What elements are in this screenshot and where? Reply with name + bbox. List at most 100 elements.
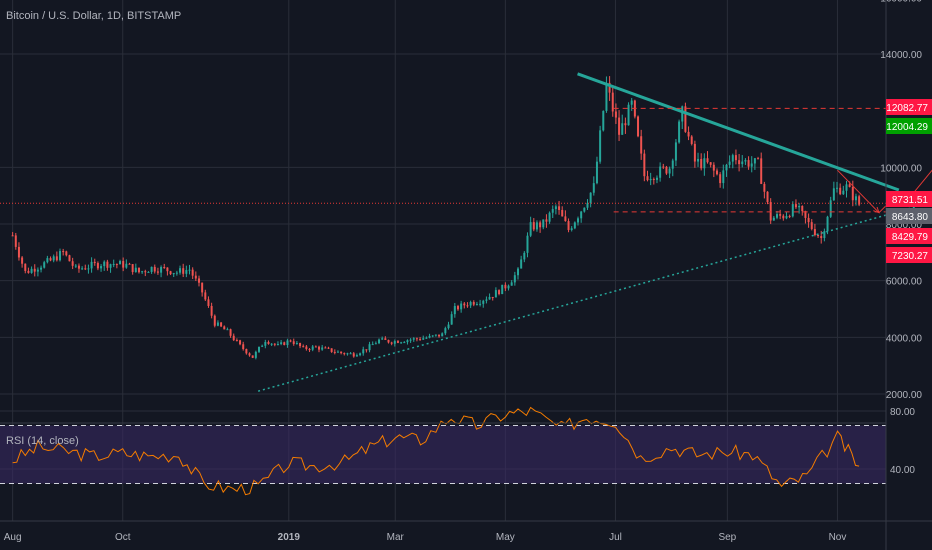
candle-body	[264, 342, 267, 346]
candle-body	[11, 235, 14, 237]
candle-body	[567, 221, 570, 230]
projection-arrow[interactable]	[903, 116, 932, 205]
candle-body	[747, 160, 750, 167]
price-label-text: 12082.77	[886, 103, 928, 114]
candle-body	[595, 161, 598, 184]
candle-body	[668, 168, 671, 174]
candle-body	[109, 264, 112, 268]
candle-body	[646, 176, 649, 181]
candle-body	[690, 136, 693, 144]
candle-body	[700, 158, 703, 169]
candle-body	[295, 343, 298, 345]
candle-body	[314, 346, 317, 348]
rsi-panel	[0, 406, 886, 496]
candle-body	[845, 184, 848, 191]
candle-body	[191, 269, 194, 276]
candle-body	[456, 306, 459, 310]
candle-body	[90, 261, 93, 269]
candle-body	[122, 261, 125, 268]
candle-body	[302, 346, 305, 348]
candle-body	[757, 158, 760, 160]
candle-body	[826, 216, 829, 232]
candle-body	[804, 211, 807, 218]
time-tick-label: 2019	[278, 532, 301, 543]
candle-body	[501, 284, 504, 295]
candle-body	[106, 261, 109, 268]
candle-body	[406, 340, 409, 343]
candle-body	[59, 251, 62, 261]
candle-body	[763, 183, 766, 192]
price-label-stop	[886, 247, 932, 263]
candle-body	[87, 268, 90, 270]
candle-body	[532, 222, 535, 230]
candle-body	[119, 261, 122, 265]
candle-body	[55, 256, 58, 261]
candle-body	[649, 178, 652, 181]
candle-body	[30, 268, 33, 273]
price-label-text: 8429.79	[892, 232, 929, 243]
candle-body	[858, 196, 861, 205]
candle-body	[273, 343, 276, 345]
candle-body	[839, 187, 842, 195]
candle-body	[258, 346, 260, 352]
candle-body	[665, 166, 668, 174]
candle-body	[381, 338, 384, 340]
candle-body	[494, 290, 497, 298]
price-tick-label: 2000.00	[886, 390, 923, 401]
candle-body	[128, 263, 131, 265]
candle-body	[36, 269, 39, 272]
candle-body	[14, 235, 17, 247]
candle-body	[753, 158, 756, 164]
candle-body	[96, 263, 99, 269]
candle-body	[409, 339, 412, 341]
candle-body	[359, 353, 362, 356]
candle-body	[21, 257, 24, 264]
candle-body	[627, 104, 630, 126]
candle-body	[24, 263, 27, 271]
price-labels: 12082.77 12004.29 8731.51 8643.80 8429.79 723…	[886, 99, 932, 263]
candle-body	[851, 186, 854, 201]
candle-body	[27, 270, 30, 273]
candle-body	[371, 344, 374, 346]
candle-body	[81, 268, 84, 270]
time-tick-label: Oct	[115, 532, 131, 543]
candle-body	[305, 346, 308, 350]
candle-body	[318, 346, 321, 350]
descending-trendline[interactable]	[577, 72, 900, 192]
candle-body	[542, 219, 545, 228]
time-tick-label: Nov	[829, 532, 847, 543]
candle-body	[194, 275, 197, 279]
candle-body	[848, 184, 851, 187]
candle-body	[703, 158, 706, 169]
candle-body	[387, 339, 390, 343]
candle-body	[182, 268, 185, 274]
projection-arrow[interactable]	[837, 169, 880, 214]
candle-body	[655, 177, 658, 180]
candle-body	[267, 342, 270, 344]
candle-body	[709, 162, 712, 165]
candle-body	[197, 278, 200, 283]
candle-body	[286, 340, 289, 346]
candle-body	[17, 246, 20, 258]
ascending-trendline[interactable]	[257, 145, 932, 392]
candle-body	[362, 349, 365, 354]
candle-body	[226, 329, 229, 331]
candle-body	[589, 192, 592, 204]
candle-body	[782, 215, 785, 219]
candle-body	[463, 303, 466, 306]
price-label-target	[886, 99, 932, 115]
candle-body	[453, 306, 456, 315]
candle-body	[84, 268, 87, 270]
candle-body	[517, 268, 519, 276]
candle-body	[551, 209, 554, 213]
candle-body	[172, 273, 175, 275]
candle-body	[836, 187, 839, 189]
candle-body	[662, 166, 665, 168]
candle-body	[722, 170, 725, 184]
candle-body	[674, 142, 677, 161]
candle-body	[163, 267, 166, 269]
candle-body	[791, 204, 794, 217]
candle-body	[526, 235, 529, 253]
price-label-text: 8643.80	[892, 212, 929, 223]
